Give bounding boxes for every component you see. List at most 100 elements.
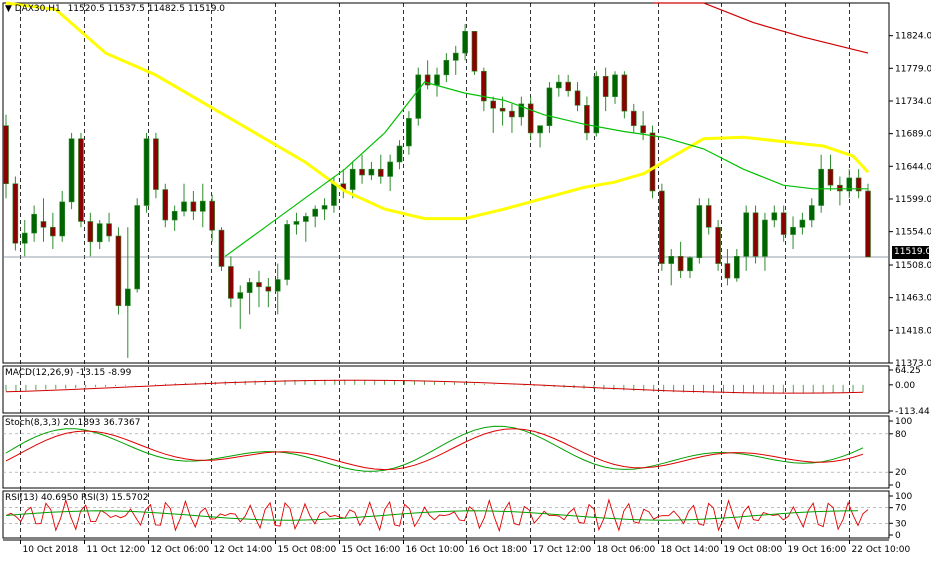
bear-candle: [827, 168, 834, 186]
stoch-tick-label: 0: [895, 481, 901, 491]
bear-candle: [50, 226, 56, 237]
time-tick-label: 19 Oct 16:00: [788, 545, 847, 555]
ohlc-values: 11520.5 11537.5 11482.5 11519.0: [67, 4, 226, 14]
bear-candle: [621, 74, 628, 112]
price-tick-label: 11373.0: [895, 359, 931, 369]
price-tick-label: 11734.0: [895, 97, 931, 107]
bear-candle: [359, 168, 365, 176]
bear-candle: [659, 190, 665, 264]
bull-candle: [734, 256, 740, 279]
price-tick-label: 11418.0: [895, 326, 931, 336]
rsi-tick-label: 30: [895, 519, 907, 529]
bull-candle: [415, 74, 422, 119]
bull-candle: [181, 201, 187, 212]
bear-candle: [490, 100, 497, 109]
bear-candle: [190, 201, 197, 212]
time-tick-label: 19 Oct 08:00: [724, 545, 783, 555]
time-tick-label: 22 Oct 10:00: [852, 545, 911, 555]
time-tick-label: 12 Oct 06:00: [151, 545, 210, 555]
price-tick-label: 11644.0: [895, 162, 931, 172]
macd-signal-line: [5, 379, 864, 394]
stoch-pane-frame: [2, 415, 890, 489]
time-tick-label: 17 Oct 12:00: [533, 545, 592, 555]
bull-candle: [237, 292, 244, 299]
bear-candle: [481, 70, 487, 102]
bull-candle: [687, 257, 693, 272]
price-tick-label: 11824.0: [895, 32, 931, 42]
bull-candle: [59, 201, 66, 237]
bull-candle: [274, 279, 281, 292]
time-tick-label: 16 Oct 18:00: [469, 545, 528, 555]
bear-candle: [705, 205, 712, 228]
bear-candle: [752, 212, 759, 257]
time-tick-label: 11 Oct 12:00: [87, 545, 146, 555]
bull-candle: [762, 219, 768, 257]
bear-candle: [424, 74, 431, 86]
bear-candle: [584, 105, 590, 134]
bear-candle: [649, 132, 656, 192]
rsi-tick-label: 0: [895, 531, 901, 541]
bull-candle: [612, 74, 618, 97]
bull-candle: [171, 211, 178, 221]
bear-candle: [153, 138, 159, 190]
bull-candle: [818, 168, 824, 206]
bear-candle: [640, 125, 646, 134]
bull-candle: [31, 213, 37, 234]
bear-candle: [12, 183, 19, 244]
bull-candle: [96, 223, 103, 243]
time-tick-label: 18 Oct 06:00: [597, 545, 656, 555]
ma-line-yellow: [5, 1, 870, 221]
bull-candle: [143, 138, 150, 206]
bull-candle: [406, 118, 412, 147]
price-tick-label: 11689.0: [895, 130, 931, 140]
bull-candle: [368, 168, 375, 176]
rsi-fast-line: [5, 498, 869, 533]
macd-pane-frame: [2, 365, 890, 414]
stoch-main-line: [5, 425, 864, 472]
ma-line-red: [653, 2, 869, 54]
bull-candle: [546, 87, 553, 126]
bull-candle: [799, 219, 806, 228]
price-pane-title: ▼ DAX30,H1 11520.5 11537.5 11482.5 11519…: [5, 4, 225, 14]
bear-candle: [256, 282, 262, 288]
bull-candle: [68, 138, 75, 203]
bear-candle: [209, 200, 215, 231]
bear-candle: [565, 81, 571, 92]
current-price-tag: 11519.0: [892, 246, 931, 259]
bull-candle: [696, 205, 703, 259]
time-tick-label: 18 Oct 14:00: [661, 545, 720, 555]
bull-candle: [134, 205, 140, 290]
bear-candle: [780, 212, 787, 235]
bear-candle: [162, 189, 169, 221]
bear-candle: [218, 229, 225, 267]
bull-candle: [293, 221, 300, 225]
stoch-tick-label: 100: [895, 417, 912, 427]
price-tick-label: 11779.0: [895, 64, 931, 74]
bear-candle: [855, 177, 862, 192]
bull-candle: [771, 212, 778, 221]
price-tick-label: 11508.0: [895, 261, 931, 271]
bull-candle: [518, 103, 525, 118]
bear-candle: [574, 90, 581, 106]
bull-candle: [434, 74, 440, 86]
symbol-label: DAX30,H1: [14, 4, 61, 14]
bear-candle: [509, 110, 515, 118]
bull-candle: [321, 205, 328, 210]
macd-tick-label: 0.00: [895, 381, 915, 391]
symbol-icon: ▼: [5, 4, 12, 14]
time-tick-label: 10 Oct 2018: [23, 545, 79, 555]
bear-candle: [677, 256, 684, 272]
bull-candle: [462, 31, 468, 54]
bull-candle: [312, 208, 318, 217]
bull-candle: [593, 76, 600, 134]
bull-candle: [396, 145, 403, 163]
bull-candle: [387, 161, 393, 177]
bear-candle: [715, 226, 721, 264]
rsi-tick-label: 70: [895, 504, 907, 514]
bear-candle: [527, 103, 534, 134]
price-pane-frame: [2, 2, 890, 364]
macd-tick-label: 64.25: [895, 366, 921, 376]
macd-title: MACD(12,26,9) -13.15 -8.99: [5, 368, 132, 378]
